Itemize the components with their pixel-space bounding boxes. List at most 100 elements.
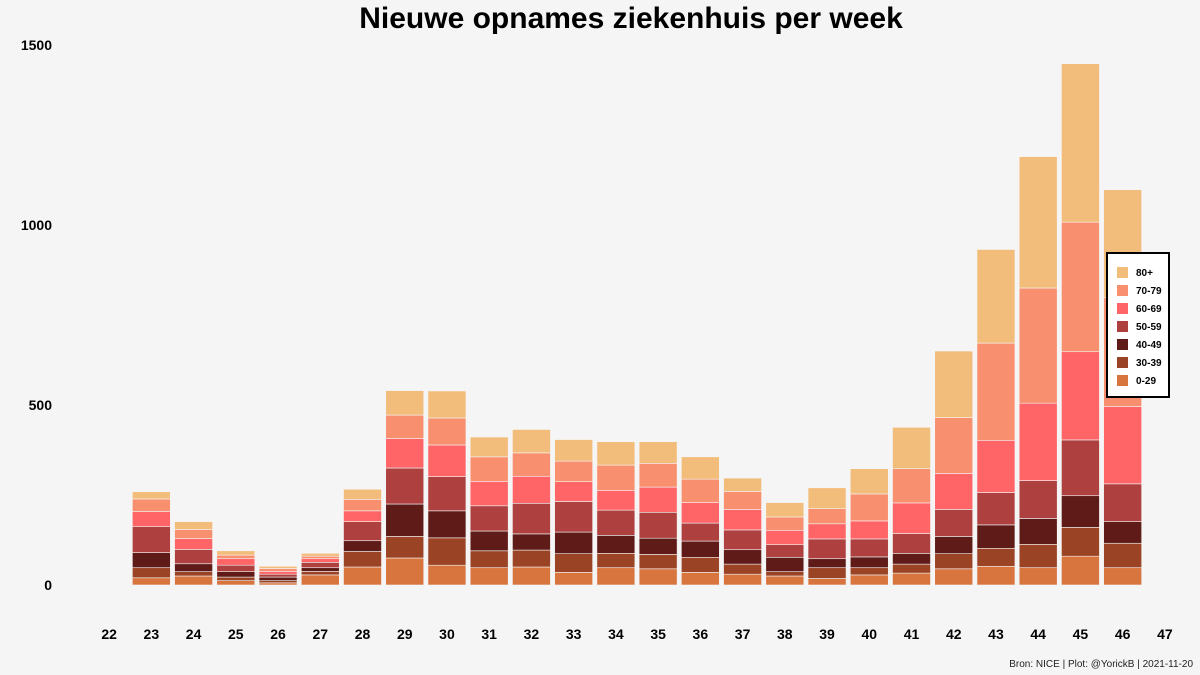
bar-segment: [596, 509, 636, 536]
x-tick-label: 43: [988, 626, 1004, 642]
legend-swatch: [1117, 375, 1128, 386]
bar-segment: [765, 571, 805, 577]
bar-segment: [216, 558, 256, 566]
bar-segment: [892, 553, 931, 565]
bar-segment: [638, 537, 678, 555]
bar-segment: [385, 557, 425, 586]
bar-segment: [1018, 480, 1058, 519]
bar-segment: [892, 427, 931, 470]
bar-segment: [807, 558, 847, 569]
bar-segment: [258, 571, 298, 575]
bar-segment: [469, 456, 509, 482]
bar-segment: [216, 550, 256, 556]
bar-segment: [554, 460, 593, 482]
bar-segment: [638, 554, 678, 570]
x-tick-label: 22: [101, 626, 117, 642]
legend-label: 70-79: [1136, 286, 1162, 297]
bar-segment: [174, 538, 213, 550]
bar-segment: [427, 476, 467, 512]
bar-segment: [512, 549, 551, 568]
bar-segment: [427, 444, 467, 477]
legend-label: 60-69: [1136, 304, 1162, 315]
bar-segment: [934, 473, 974, 510]
bar-segment: [1061, 63, 1100, 223]
bar-segment: [512, 533, 551, 551]
y-axis-ticks: 0 500 1000 1500: [21, 37, 52, 593]
x-tick-label: 42: [946, 626, 962, 642]
bar-segment: [216, 564, 256, 572]
bar-segment: [469, 436, 509, 458]
x-tick-label: 25: [228, 626, 244, 642]
bar-segment: [1103, 567, 1142, 586]
x-tick-label: 46: [1115, 626, 1131, 642]
bar-segment: [1103, 521, 1142, 544]
x-tick-label: 39: [819, 626, 835, 642]
bar-segment: [849, 520, 889, 540]
bar-segment: [216, 580, 256, 586]
bar-segment: [681, 540, 720, 558]
legend-swatch: [1117, 357, 1128, 368]
bar-segment: [512, 429, 551, 454]
bar-segment: [1018, 544, 1058, 569]
bar-segment: [723, 563, 762, 575]
bar-segment: [723, 509, 762, 531]
x-tick-label: 30: [439, 626, 455, 642]
x-tick-label: 35: [650, 626, 666, 642]
bar-segment: [934, 568, 974, 586]
bar-segment: [807, 487, 847, 509]
bar-segment: [765, 556, 805, 572]
y-tick-label: 1000: [21, 217, 52, 233]
legend: 80+ 70-79 60-69 50-59 40-49 30-39 0-29: [1106, 252, 1170, 398]
bar-segment: [385, 503, 425, 537]
x-axis-ticks: 22 23 24 25 26 27 28 29 30 31 32 33 34 35 36 37 38 39 40 41…: [101, 626, 1173, 642]
x-tick-label: 27: [312, 626, 328, 642]
bar-segment: [469, 505, 509, 532]
bar-segment: [1103, 483, 1142, 522]
bar-segment: [849, 493, 889, 522]
bar-segment: [385, 414, 425, 439]
bar-segment: [512, 566, 551, 586]
bar-segment: [174, 571, 213, 577]
bar-segment: [681, 502, 720, 524]
bar-segment: [554, 481, 593, 502]
bar-segment: [596, 441, 636, 466]
y-tick-label: 500: [29, 397, 53, 413]
bar-segment: [258, 576, 298, 581]
bar-segment: [300, 571, 340, 576]
legend-label: 40-49: [1136, 340, 1162, 351]
bar-segment: [892, 533, 931, 554]
bar-segment: [343, 510, 382, 522]
legend-swatch: [1117, 303, 1128, 314]
bar-segment: [1061, 221, 1100, 353]
bar-segment: [892, 468, 931, 504]
bar-segment: [765, 575, 805, 586]
bar-segment: [554, 501, 593, 533]
x-tick-label: 28: [355, 626, 371, 642]
bar-segment: [807, 578, 847, 586]
bar-segment: [976, 439, 1016, 493]
x-tick-label: 44: [1030, 626, 1046, 642]
bar-segment: [174, 529, 213, 539]
x-tick-label: 45: [1073, 626, 1089, 642]
bar-segment: [849, 538, 889, 558]
bar-segment: [300, 567, 340, 572]
bar-segment: [469, 567, 509, 586]
x-tick-label: 34: [608, 626, 624, 642]
bar-segment: [934, 417, 974, 474]
bar-segment: [1018, 402, 1058, 481]
bar-segment: [976, 524, 1016, 549]
x-tick-label: 40: [861, 626, 877, 642]
x-tick-label: 32: [524, 626, 540, 642]
bar-segment: [385, 390, 425, 416]
bar-segment: [512, 475, 551, 504]
bar-segment: [723, 491, 762, 510]
bar-segment: [596, 567, 636, 586]
bar-segment: [554, 531, 593, 554]
bar-segment: [638, 486, 678, 513]
bar-segment: [638, 511, 678, 539]
chart-caption: Bron: NICE | Plot: @YorickB | 2021-11-20: [1009, 659, 1193, 670]
bar-segment: [469, 550, 509, 569]
x-tick-label: 26: [270, 626, 286, 642]
bar-segment: [1061, 527, 1100, 557]
bar-segment: [1061, 439, 1100, 497]
